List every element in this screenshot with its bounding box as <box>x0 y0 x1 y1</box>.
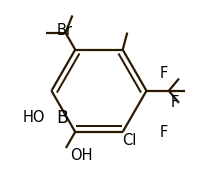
Text: Br: Br <box>57 23 73 38</box>
Text: Cl: Cl <box>122 133 137 148</box>
Text: HO: HO <box>23 110 45 125</box>
Text: OH: OH <box>70 148 93 163</box>
Text: F: F <box>159 66 168 81</box>
Text: B: B <box>57 109 69 127</box>
Text: F: F <box>159 125 168 140</box>
Text: F: F <box>171 95 179 110</box>
